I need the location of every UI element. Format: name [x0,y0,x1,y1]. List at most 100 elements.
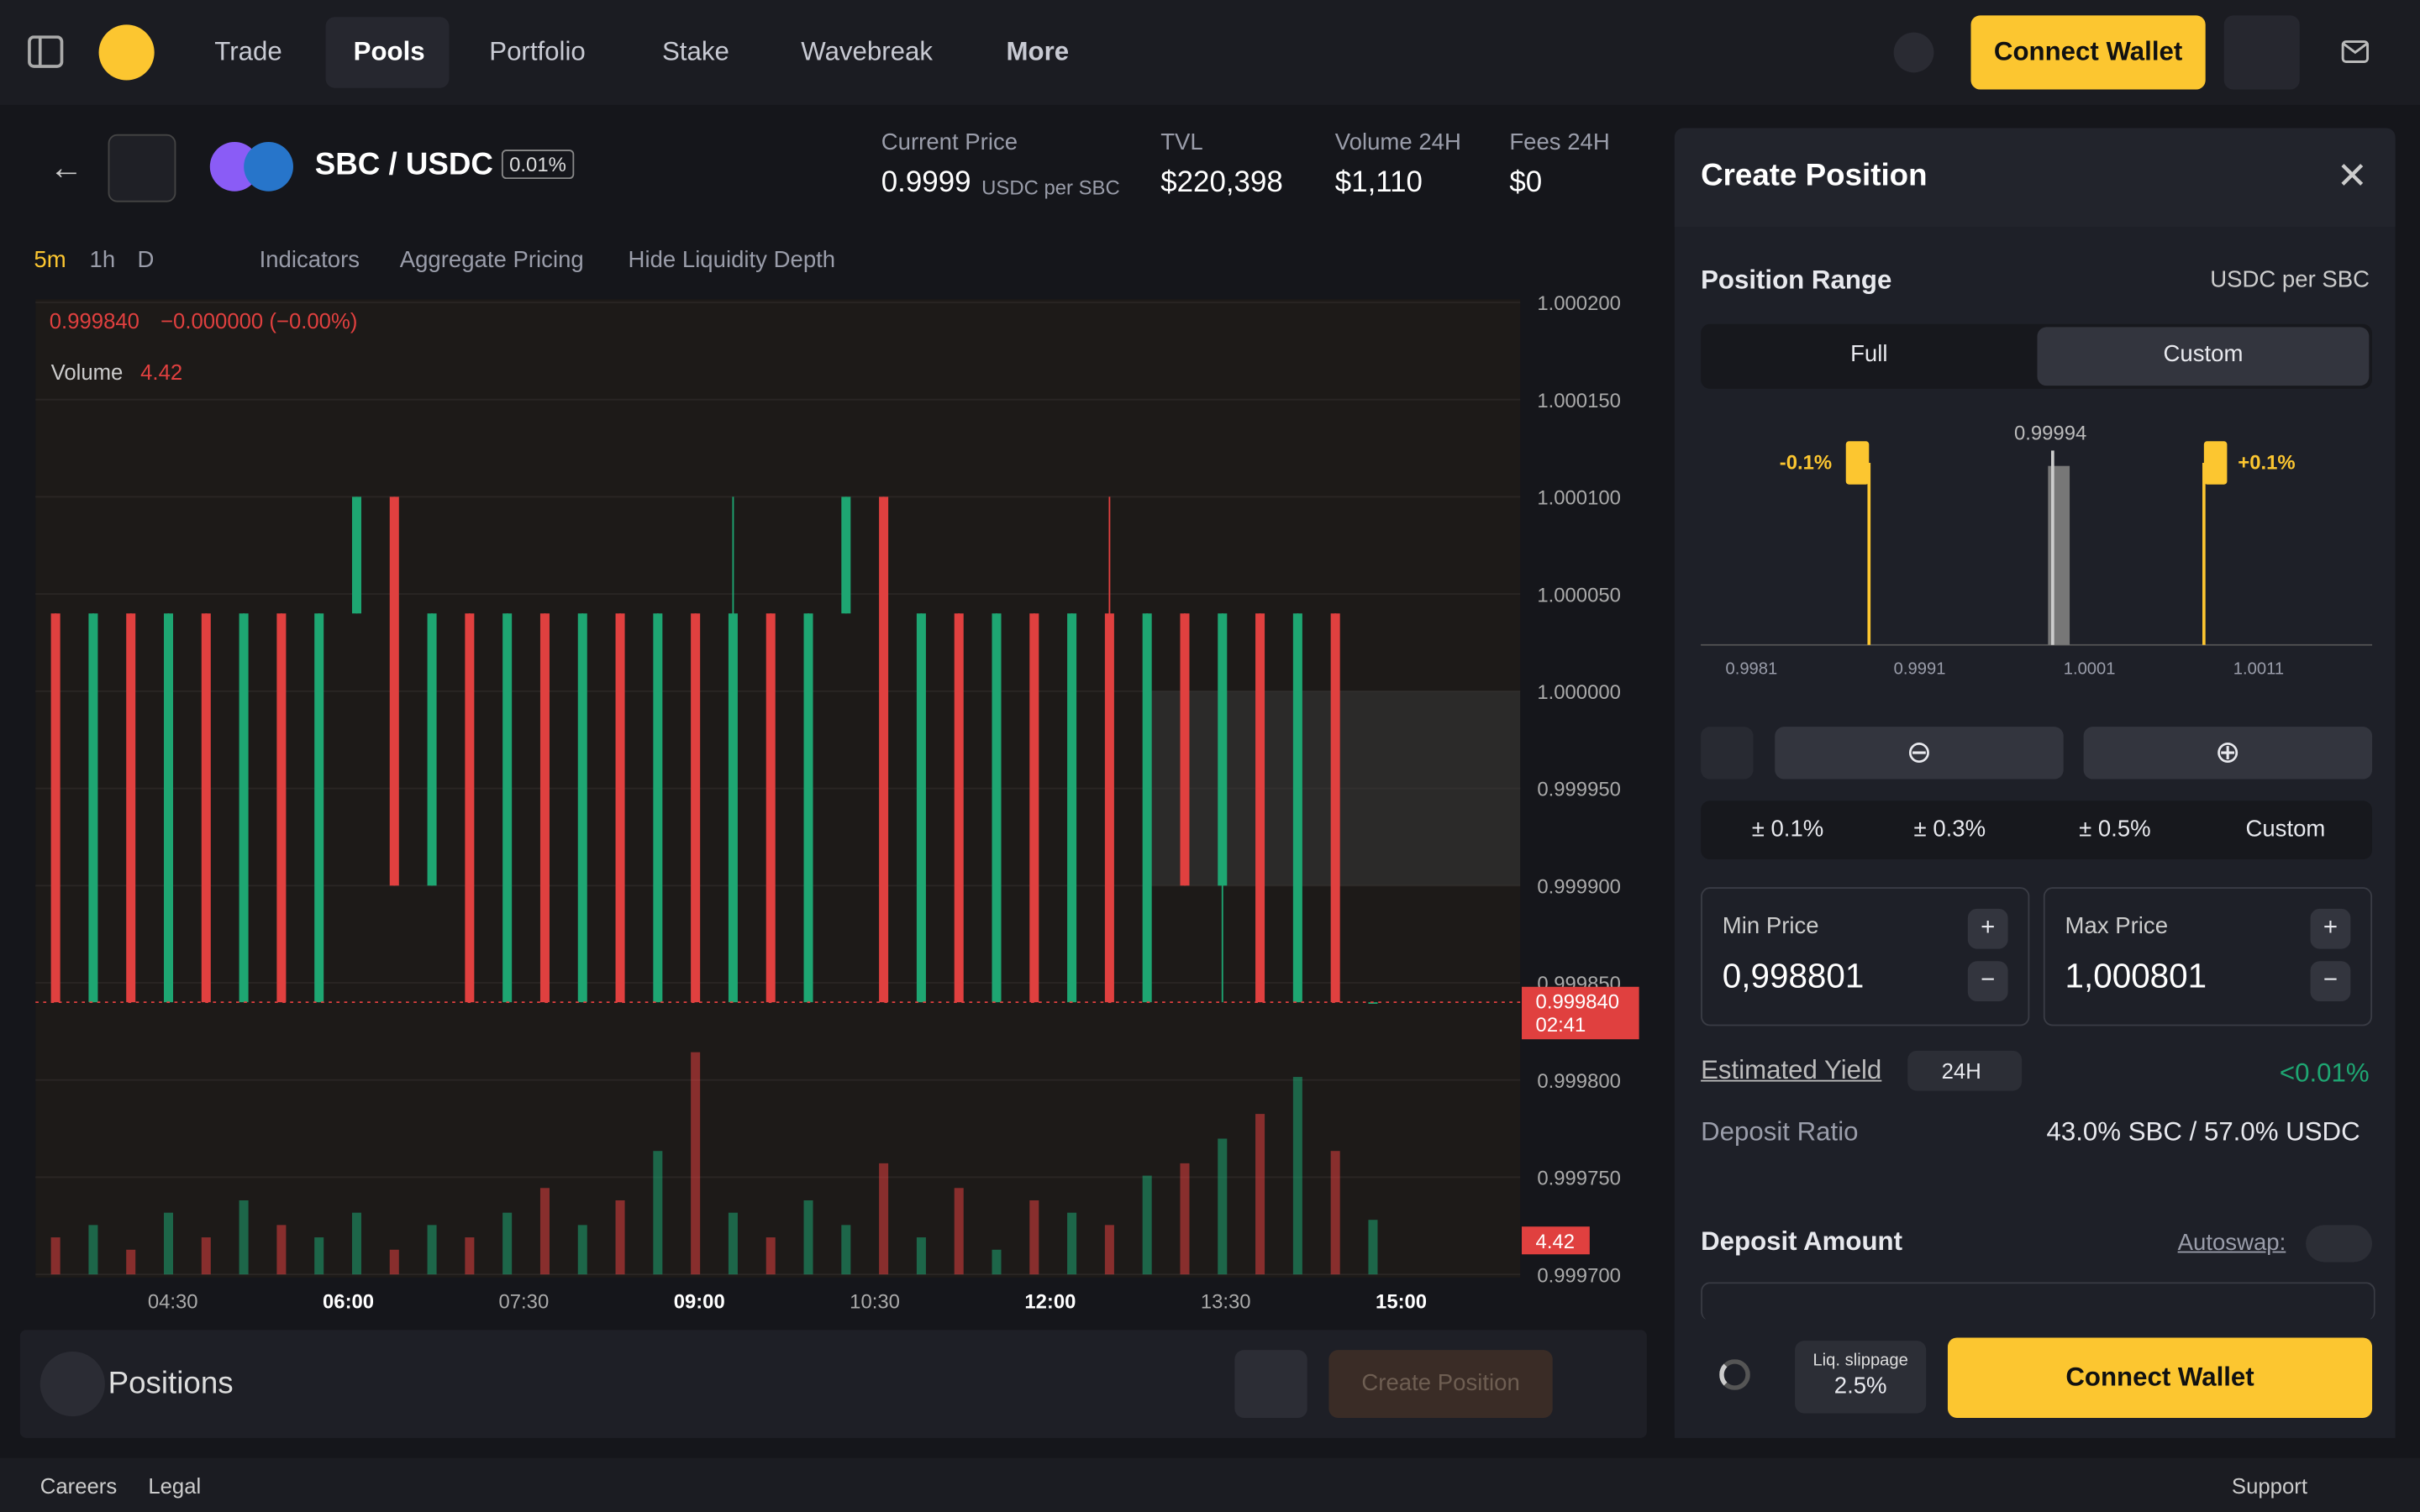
stat-label: TVL [1160,129,1203,156]
candle-body [1029,613,1039,1003]
min-handle[interactable] [1845,441,1870,485]
footer-link[interactable]: Legal [148,1473,202,1499]
panel-title: Create Position [1701,159,1928,193]
preset[interactable]: Custom [2245,816,2326,843]
countdown: 02:41 [1536,1014,1586,1037]
autoswap-toggle[interactable] [2306,1225,2373,1263]
volume-bar [1029,1200,1039,1275]
plus[interactable]: + [2310,908,2351,949]
footer-link[interactable]: Support [2231,1473,2308,1499]
filter[interactable] [1234,1350,1307,1418]
candle-body [314,613,324,1003]
chat-icon[interactable] [39,1351,105,1417]
nav-item[interactable]: Portfolio [489,37,586,66]
search[interactable] [108,134,176,202]
ratio-label: Deposit Ratio [1701,1116,1859,1147]
nav-item[interactable]: More [1006,37,1070,66]
x-tick-label: 07:30 [499,1291,550,1314]
candle-body [615,613,625,1003]
back[interactable]: ← [49,148,84,187]
network-icon[interactable] [1893,32,1934,73]
volume-bar [1067,1212,1077,1275]
volume-bar [389,1249,399,1275]
volume-bar [427,1225,437,1275]
current-label: 0.99994 [2013,421,2087,444]
indicators[interactable]: Indicators [259,246,360,274]
close[interactable]: ✕ [2336,155,2368,198]
max-value[interactable]: 1,000801 [2065,956,2207,995]
candle-body [201,613,211,1003]
volume-bar [1104,1225,1114,1275]
ratio-value: 43.0% SBC / 57.0% USDC [2046,1116,2360,1147]
connect-wallet[interactable]: Connect Wallet [1970,15,2206,90]
x-tick-label: 06:00 [323,1291,374,1314]
create-position-disabled[interactable]: Create Position [1328,1350,1553,1418]
footer-link[interactable]: Careers [39,1473,118,1499]
range-unit[interactable]: USDC per SBC [2210,266,2370,293]
volume-bar [1255,1114,1265,1275]
range-tick: 0.9981 [1725,660,1778,680]
max-box [2043,887,2373,1026]
preset[interactable]: ± 0.3% [1913,816,1986,843]
reset[interactable] [1701,727,1754,780]
nav-item[interactable]: Stake [661,37,729,66]
min-box [1701,887,2030,1026]
yield-label[interactable]: Estimated Yield [1701,1055,1882,1085]
y-tick-label: 0.999950 [1537,779,1621,801]
volume-bar [465,1237,475,1275]
interval[interactable]: 5m [34,246,66,274]
minus[interactable]: − [1967,961,2008,1002]
dropdown[interactable] [2223,15,2300,90]
mail-icon[interactable] [2341,40,2370,64]
plus[interactable]: + [1967,908,2008,949]
min-value[interactable]: 0,998801 [1722,956,1865,995]
volume-bar [502,1212,513,1275]
zoom-out[interactable]: ⊖ [1775,727,2064,780]
interval[interactable]: 1h [89,246,116,274]
legend-change: −0.000000 (−0.00%) [160,310,357,333]
preset[interactable]: ± 0.1% [1751,816,1824,843]
connect-wallet[interactable]: Connect Wallet [1947,1337,2373,1418]
sidebar-toggle[interactable] [28,35,65,69]
high-label: +0.1% [2238,450,2296,474]
candle-body [351,496,361,614]
candle-body [577,613,587,1003]
autoswap: Autoswap: [2177,1229,2286,1257]
max-handle[interactable] [2203,441,2228,485]
nav-item[interactable]: Trade [214,37,282,66]
yield-period-box[interactable] [1907,1050,2023,1091]
stat-label: Volume 24H [1334,129,1461,156]
slippage-box[interactable] [1795,1341,1927,1414]
candle-body [1142,613,1152,1003]
volume-bar [954,1188,964,1275]
last-price-tag [1522,986,1639,1040]
candle-body [954,613,964,1003]
candle-body [88,613,98,1003]
tab[interactable]: Full [1850,340,1888,368]
stat-value: $1,110 [1334,166,1423,199]
y-tick-label: 0.999750 [1537,1168,1621,1190]
volume-bar [351,1212,361,1275]
volume-bar [841,1225,851,1275]
preset[interactable]: ± 0.5% [2079,816,2151,843]
minus[interactable]: − [2310,961,2351,1002]
volume-bar [50,1237,60,1275]
volume-bar [577,1225,587,1275]
tab[interactable]: Custom [2163,340,2244,368]
x-tick-label: 12:00 [1024,1291,1076,1314]
zoom-in[interactable]: ⊕ [2083,727,2373,780]
logo[interactable] [98,24,155,81]
deposit-input[interactable] [1701,1282,2375,1321]
range-title: Position Range [1701,265,1892,295]
volume-bar [1218,1138,1228,1275]
volume-label: Volume [51,361,124,385]
nav-item[interactable]: Pools [353,37,425,66]
candle-body [1104,613,1114,1003]
interval[interactable]: D [137,246,155,274]
hide-liquidity[interactable]: Hide Liquidity Depth [628,246,836,274]
nav-item[interactable]: Wavebreak [801,37,934,66]
volume-tag-label: 4.42 [1536,1231,1575,1253]
candle-body [163,613,174,1003]
yield-value: <0.01% [2279,1058,2370,1088]
aggregate-pricing[interactable]: Aggregate Pricing [399,246,584,274]
